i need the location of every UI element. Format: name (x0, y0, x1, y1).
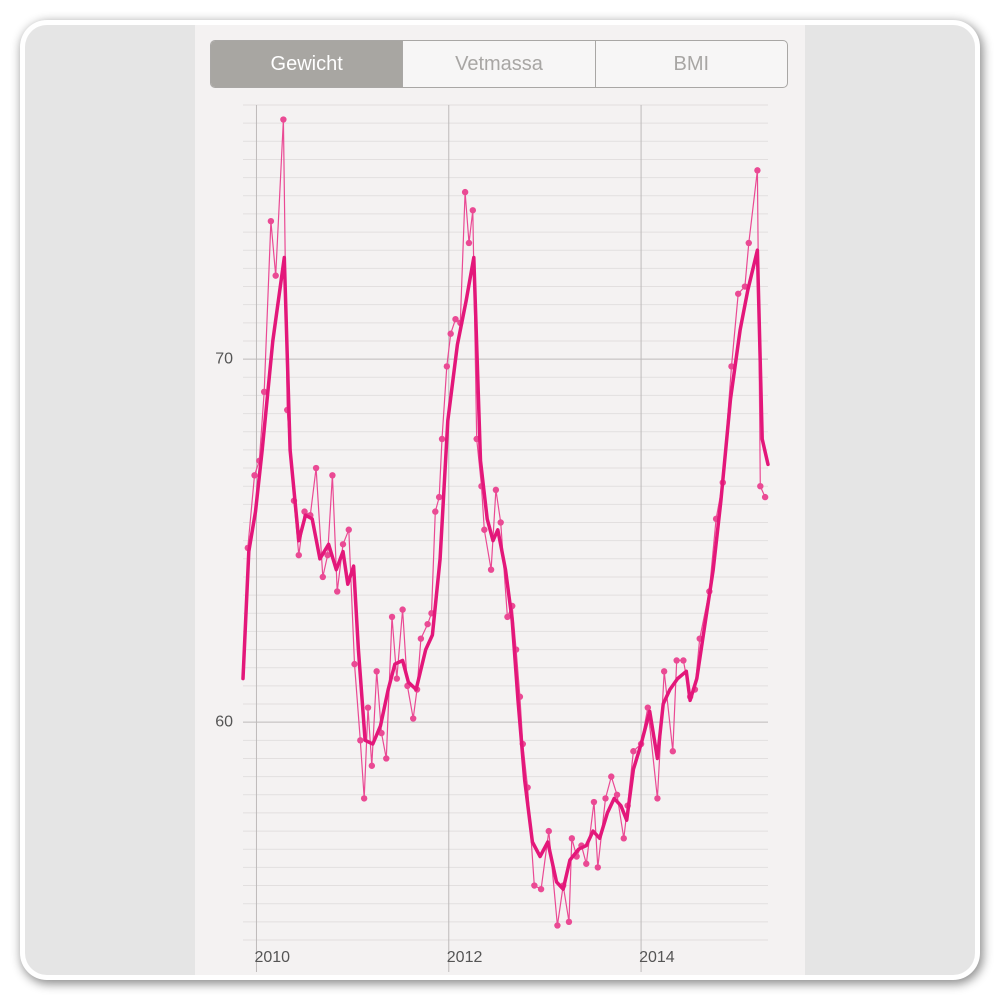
point (465, 239, 473, 247)
point (432, 508, 439, 515)
point (608, 773, 615, 780)
panel: Gewicht Vetmassa BMI (195, 25, 805, 975)
line (247, 118, 766, 927)
point (734, 290, 742, 297)
point (620, 835, 627, 842)
point (301, 508, 308, 515)
point (364, 704, 372, 711)
point (319, 573, 327, 581)
point (745, 239, 752, 247)
point (334, 588, 341, 595)
point (409, 715, 417, 722)
point (280, 116, 287, 123)
x-tick-label: 2014 (639, 949, 675, 966)
point (660, 668, 668, 675)
tab[interactable]: BMI (594, 41, 787, 87)
point (461, 188, 469, 196)
point (630, 748, 637, 755)
point (251, 472, 258, 479)
point (757, 482, 764, 490)
y-tick-label: 70 (215, 350, 233, 367)
segmented-control: Gewicht Vetmassa BMI (210, 40, 788, 88)
point (295, 551, 302, 559)
point (754, 167, 761, 174)
window: Gewicht Vetmassa BMI (25, 25, 975, 975)
point (447, 330, 454, 337)
point (761, 493, 769, 501)
point (452, 315, 459, 323)
point (373, 668, 380, 675)
point (565, 918, 573, 926)
y-tick-label: 60 (215, 713, 233, 730)
point (417, 635, 425, 642)
point (312, 464, 320, 472)
point (272, 272, 279, 279)
point (554, 922, 561, 929)
point (504, 613, 511, 621)
point (324, 551, 331, 559)
point (590, 798, 598, 806)
line (241, 248, 770, 891)
point (644, 704, 652, 711)
point (424, 620, 431, 628)
point (267, 217, 275, 225)
x-tick-label: 2012 (447, 949, 483, 966)
point (388, 613, 396, 621)
point (583, 860, 590, 867)
point (393, 675, 401, 682)
x-tick-label: 2010 (254, 949, 290, 966)
point (329, 472, 336, 479)
tab[interactable]: Vetmassa (402, 41, 594, 87)
point (613, 791, 621, 798)
point (492, 486, 500, 494)
point (383, 755, 390, 762)
point (481, 526, 488, 533)
tab[interactable]: Gewicht (211, 41, 403, 87)
point (345, 526, 352, 533)
point (673, 657, 680, 664)
point (368, 762, 376, 769)
point (531, 882, 538, 889)
point (669, 748, 677, 755)
point (497, 519, 504, 526)
point (654, 795, 661, 802)
point (487, 566, 495, 573)
point (357, 737, 364, 744)
point (568, 835, 576, 842)
point (443, 363, 451, 370)
point (260, 388, 268, 396)
point (594, 864, 602, 871)
point (469, 207, 477, 214)
point (545, 827, 552, 835)
point (435, 493, 443, 501)
point (351, 660, 358, 668)
point (339, 541, 347, 548)
point (537, 885, 545, 893)
point (438, 435, 446, 443)
point (602, 795, 609, 802)
point (680, 657, 687, 664)
point (399, 606, 406, 613)
point (360, 795, 368, 802)
